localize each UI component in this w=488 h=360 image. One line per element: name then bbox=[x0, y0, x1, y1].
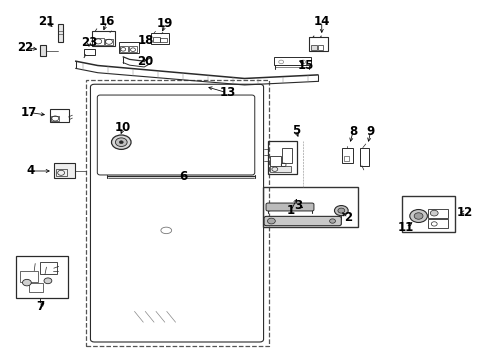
Bar bbox=[160, 38, 167, 42]
Bar bbox=[104, 39, 113, 45]
Bar bbox=[94, 38, 103, 45]
Bar bbox=[85, 80, 268, 346]
Bar bbox=[50, 109, 69, 122]
Text: 16: 16 bbox=[98, 15, 115, 28]
Bar bbox=[427, 219, 447, 228]
Text: 22: 22 bbox=[17, 41, 34, 54]
Text: 14: 14 bbox=[313, 15, 329, 28]
Text: 23: 23 bbox=[81, 36, 97, 49]
Circle shape bbox=[267, 218, 275, 224]
Text: 18: 18 bbox=[137, 34, 154, 47]
Bar bbox=[150, 33, 169, 44]
Circle shape bbox=[409, 210, 427, 222]
Text: 11: 11 bbox=[397, 221, 413, 234]
Text: 21: 21 bbox=[38, 15, 55, 28]
Bar bbox=[401, 196, 454, 232]
Bar bbox=[273, 57, 310, 65]
Bar bbox=[54, 163, 75, 178]
Bar bbox=[267, 141, 297, 174]
Bar bbox=[317, 45, 322, 50]
Bar bbox=[51, 116, 59, 121]
FancyBboxPatch shape bbox=[265, 203, 313, 211]
Bar bbox=[310, 45, 316, 50]
Text: 19: 19 bbox=[157, 17, 173, 30]
Bar bbox=[281, 148, 292, 163]
Text: 3: 3 bbox=[294, 199, 302, 212]
Text: 4: 4 bbox=[27, 165, 35, 177]
Circle shape bbox=[111, 135, 131, 149]
Bar bbox=[270, 156, 281, 166]
Bar bbox=[308, 37, 327, 51]
Bar bbox=[20, 271, 38, 282]
Text: 9: 9 bbox=[366, 125, 374, 138]
Text: 8: 8 bbox=[348, 125, 356, 138]
Circle shape bbox=[44, 278, 52, 284]
Text: 17: 17 bbox=[20, 106, 37, 119]
Bar bbox=[40, 262, 57, 274]
Bar bbox=[343, 156, 348, 161]
Circle shape bbox=[337, 208, 344, 213]
Text: 10: 10 bbox=[115, 121, 131, 134]
Bar bbox=[92, 31, 115, 46]
Circle shape bbox=[329, 219, 335, 223]
Text: 2: 2 bbox=[344, 211, 351, 224]
Circle shape bbox=[119, 141, 123, 144]
Text: 1: 1 bbox=[286, 204, 294, 217]
Bar bbox=[427, 209, 447, 218]
Text: 15: 15 bbox=[297, 59, 313, 72]
Bar bbox=[29, 283, 43, 292]
Bar bbox=[84, 49, 95, 55]
Bar bbox=[270, 166, 290, 172]
Text: 6: 6 bbox=[179, 170, 187, 183]
Text: 20: 20 bbox=[137, 55, 154, 68]
Circle shape bbox=[413, 213, 422, 219]
Bar bbox=[119, 42, 139, 53]
FancyBboxPatch shape bbox=[264, 216, 341, 226]
Bar bbox=[342, 148, 352, 163]
Text: 13: 13 bbox=[219, 86, 235, 99]
Bar bbox=[152, 37, 160, 42]
Text: 5: 5 bbox=[291, 124, 299, 137]
Bar bbox=[56, 169, 66, 176]
Bar bbox=[263, 187, 358, 227]
Circle shape bbox=[115, 138, 127, 147]
Text: 7: 7 bbox=[36, 300, 44, 313]
Circle shape bbox=[429, 210, 437, 216]
Circle shape bbox=[334, 206, 347, 216]
Bar bbox=[16, 256, 68, 298]
Text: 12: 12 bbox=[455, 206, 472, 219]
Bar bbox=[58, 24, 63, 42]
Bar bbox=[120, 46, 128, 52]
Bar bbox=[128, 46, 137, 52]
Bar bbox=[40, 45, 46, 56]
Bar bbox=[359, 148, 368, 166]
Circle shape bbox=[22, 279, 31, 286]
